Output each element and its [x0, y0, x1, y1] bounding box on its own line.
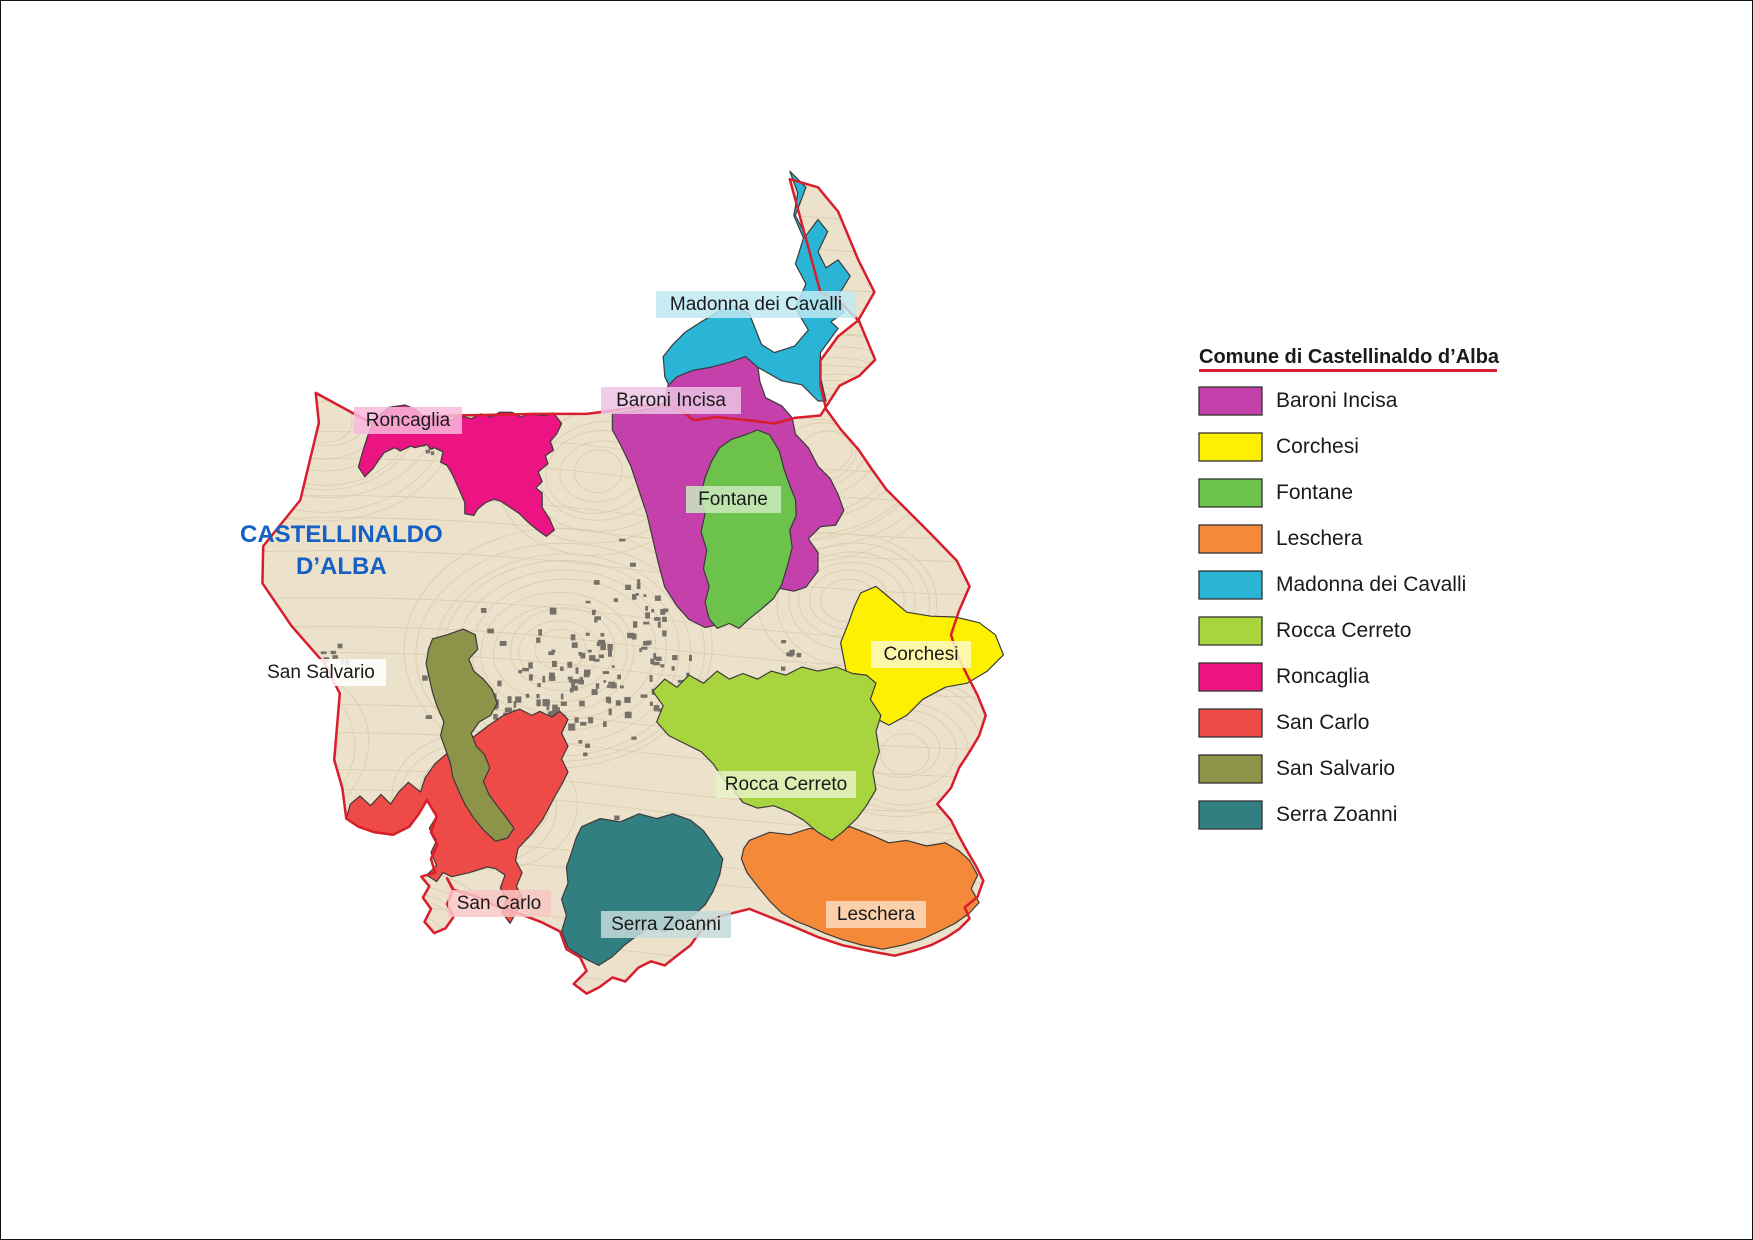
svg-text:Leschera: Leschera: [837, 904, 916, 925]
svg-text:Corchesi: Corchesi: [1276, 435, 1359, 458]
svg-text:Comune di Castellinaldo d’Alba: Comune di Castellinaldo d’Alba: [1199, 346, 1500, 368]
svg-text:CASTELLINALDO: CASTELLINALDO: [240, 521, 443, 548]
svg-text:Rocca Cerreto: Rocca Cerreto: [1276, 619, 1411, 642]
svg-text:Leschera: Leschera: [1276, 527, 1363, 550]
svg-text:D’ALBA: D’ALBA: [296, 553, 387, 580]
svg-text:Fontane: Fontane: [1276, 481, 1353, 504]
svg-text:Madonna dei Cavalli: Madonna dei Cavalli: [1276, 573, 1466, 596]
svg-text:San Salvario: San Salvario: [1276, 757, 1395, 780]
svg-text:Baroni Incisa: Baroni Incisa: [1276, 389, 1398, 412]
svg-text:Madonna dei Cavalli: Madonna dei Cavalli: [670, 294, 842, 315]
svg-text:Roncaglia: Roncaglia: [366, 410, 451, 431]
svg-text:Roncaglia: Roncaglia: [1276, 665, 1370, 688]
svg-text:Serra Zoanni: Serra Zoanni: [611, 914, 721, 935]
svg-text:Corchesi: Corchesi: [884, 644, 959, 665]
svg-text:Fontane: Fontane: [698, 489, 768, 510]
svg-text:San Salvario: San Salvario: [267, 662, 375, 683]
svg-text:San Carlo: San Carlo: [457, 893, 542, 914]
svg-text:Rocca Cerreto: Rocca Cerreto: [725, 774, 848, 795]
svg-text:San Carlo: San Carlo: [1276, 711, 1369, 734]
svg-text:Baroni Incisa: Baroni Incisa: [616, 390, 726, 411]
svg-text:Serra Zoanni: Serra Zoanni: [1276, 803, 1397, 826]
